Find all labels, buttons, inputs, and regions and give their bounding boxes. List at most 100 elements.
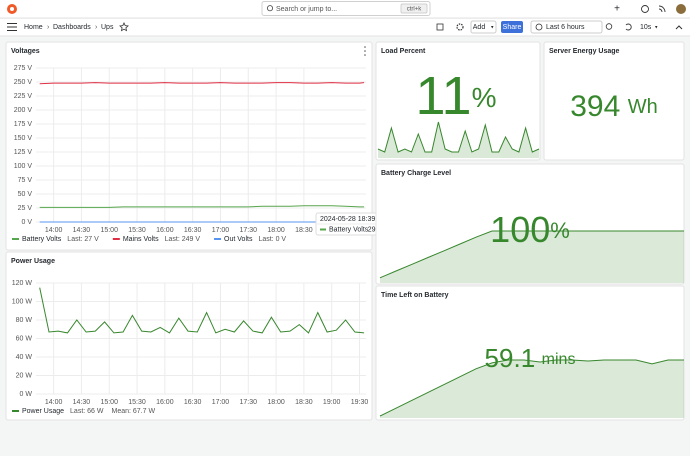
time-picker-box[interactable]: [530, 20, 603, 34]
y-tick-label: 100 V: [14, 163, 33, 170]
panel: [375, 41, 541, 161]
share-button-box[interactable]: [501, 21, 523, 33]
breadcrumb-separator: ›: [95, 24, 98, 31]
stat-number: 100: [490, 209, 550, 250]
settings-button[interactable]: [456, 23, 464, 31]
legend-swatch: [112, 238, 120, 240]
y-tick-label: 40 W: [16, 354, 33, 361]
y-tick-label: 20 W: [16, 372, 33, 379]
sparkline-area: [380, 231, 684, 283]
avatar[interactable]: [676, 4, 686, 14]
y-tick-label: 100 W: [12, 298, 33, 305]
sparkline: [379, 230, 684, 279]
stat-value: 11%: [416, 66, 497, 126]
panel-title: Power Usage: [11, 258, 55, 265]
legend-label: Mains Volts: [123, 236, 159, 243]
tooltip-series: Battery Volts: [329, 226, 369, 233]
y-tick-label: 80 W: [16, 317, 33, 324]
news-icon[interactable]: [658, 5, 666, 13]
stat-value: 394 Wh: [570, 90, 658, 123]
x-tick-label: 18:30: [295, 399, 313, 406]
y-tick-label: 150 V: [14, 135, 33, 142]
legend-swatch: [12, 238, 19, 240]
x-tick-label: 17:00: [212, 399, 230, 406]
series-line: [39, 82, 365, 85]
x-tick-label: 18:30: [295, 227, 313, 234]
tooltip-swatch: [320, 228, 326, 231]
share-button[interactable]: Share: [503, 24, 522, 31]
panel-title: Time Left on Battery: [381, 292, 449, 299]
y-tick-label: 120 W: [12, 280, 33, 287]
sparkline: [377, 121, 540, 153]
legend-stat: Last: 0 V: [258, 236, 286, 243]
legend-swatch: [214, 238, 222, 240]
new-button[interactable]: +: [614, 4, 620, 15]
panel: [375, 285, 685, 421]
legend-label: Power Usage: [22, 408, 64, 415]
zoom-out-button[interactable]: [605, 23, 613, 30]
y-tick-label: 200 V: [14, 107, 33, 114]
y-tick-label: 125 V: [14, 149, 33, 156]
help-icon[interactable]: [641, 5, 649, 13]
panel: [375, 163, 685, 285]
y-tick-label: 175 V: [14, 121, 33, 128]
x-tick-label: 14:30: [73, 227, 91, 234]
y-tick-label: 75 V: [18, 177, 33, 184]
tooltip-time: 2024-05-28 18:39:00: [320, 216, 385, 223]
clock-icon: [535, 23, 543, 31]
stat-value: 59.1 mins: [485, 343, 576, 373]
x-tick-label: 19:00: [323, 399, 341, 406]
stat-unit: mins: [542, 351, 576, 368]
x-tick-label: 15:30: [128, 399, 146, 406]
y-tick-label: 0 W: [20, 391, 33, 398]
breadcrumb[interactable]: Dashboards: [53, 24, 91, 31]
search-icon: [266, 5, 274, 12]
x-tick-label: 15:00: [100, 227, 118, 234]
legend-stat: Last: 27 V: [67, 236, 99, 243]
add-caret: ▾: [491, 24, 494, 30]
add-button[interactable]: Add: [473, 24, 486, 31]
panel: [543, 41, 685, 161]
x-tick-label: 14:00: [45, 399, 63, 406]
search-box[interactable]: [261, 1, 431, 16]
legend-label: Battery Volts: [22, 236, 62, 243]
collapse-button[interactable]: [675, 25, 683, 30]
x-tick-label: 14:00: [45, 227, 63, 234]
refresh-button[interactable]: [625, 23, 632, 31]
x-tick-label: 16:00: [156, 399, 174, 406]
refresh-interval[interactable]: 10s: [640, 24, 652, 31]
panel-menu[interactable]: [364, 50, 366, 52]
breadcrumb[interactable]: Home: [24, 24, 43, 31]
stat-number: 11: [416, 66, 472, 126]
panel-title: Load Percent: [381, 48, 426, 55]
star-button[interactable]: [119, 22, 129, 32]
breadcrumb-separator: ›: [47, 24, 50, 31]
x-tick-label: 15:30: [128, 227, 146, 234]
breadcrumb[interactable]: Ups: [101, 24, 114, 31]
search-placeholder: Search or jump to...: [276, 6, 337, 13]
add-button-box[interactable]: [470, 20, 497, 34]
x-tick-label: 19:30: [351, 399, 369, 406]
stat-unit: %: [472, 82, 497, 113]
x-tick-label: 17:30: [240, 399, 258, 406]
menu-button[interactable]: [7, 22, 17, 32]
x-tick-label: 18:00: [267, 399, 285, 406]
time-range[interactable]: Last 6 hours: [546, 24, 585, 31]
logo-inner: [10, 7, 14, 11]
save-button[interactable]: [436, 23, 444, 31]
y-tick-label: 25 V: [18, 205, 33, 212]
x-tick-label: 14:30: [73, 399, 91, 406]
sparkline-area: [380, 360, 684, 418]
sparkline-area: [378, 122, 539, 158]
series-line: [39, 205, 365, 208]
y-tick-label: 250 V: [14, 79, 33, 86]
stat-value: 100%: [490, 209, 570, 250]
panel-title: Server Energy Usage: [549, 48, 620, 55]
panel-menu[interactable]: [364, 54, 366, 56]
stat-number: 394: [570, 90, 620, 123]
panel-menu[interactable]: [364, 46, 366, 48]
refresh-caret: ▾: [655, 24, 658, 30]
panel-title: Voltages: [11, 48, 40, 55]
y-tick-label: 225 V: [14, 93, 33, 100]
